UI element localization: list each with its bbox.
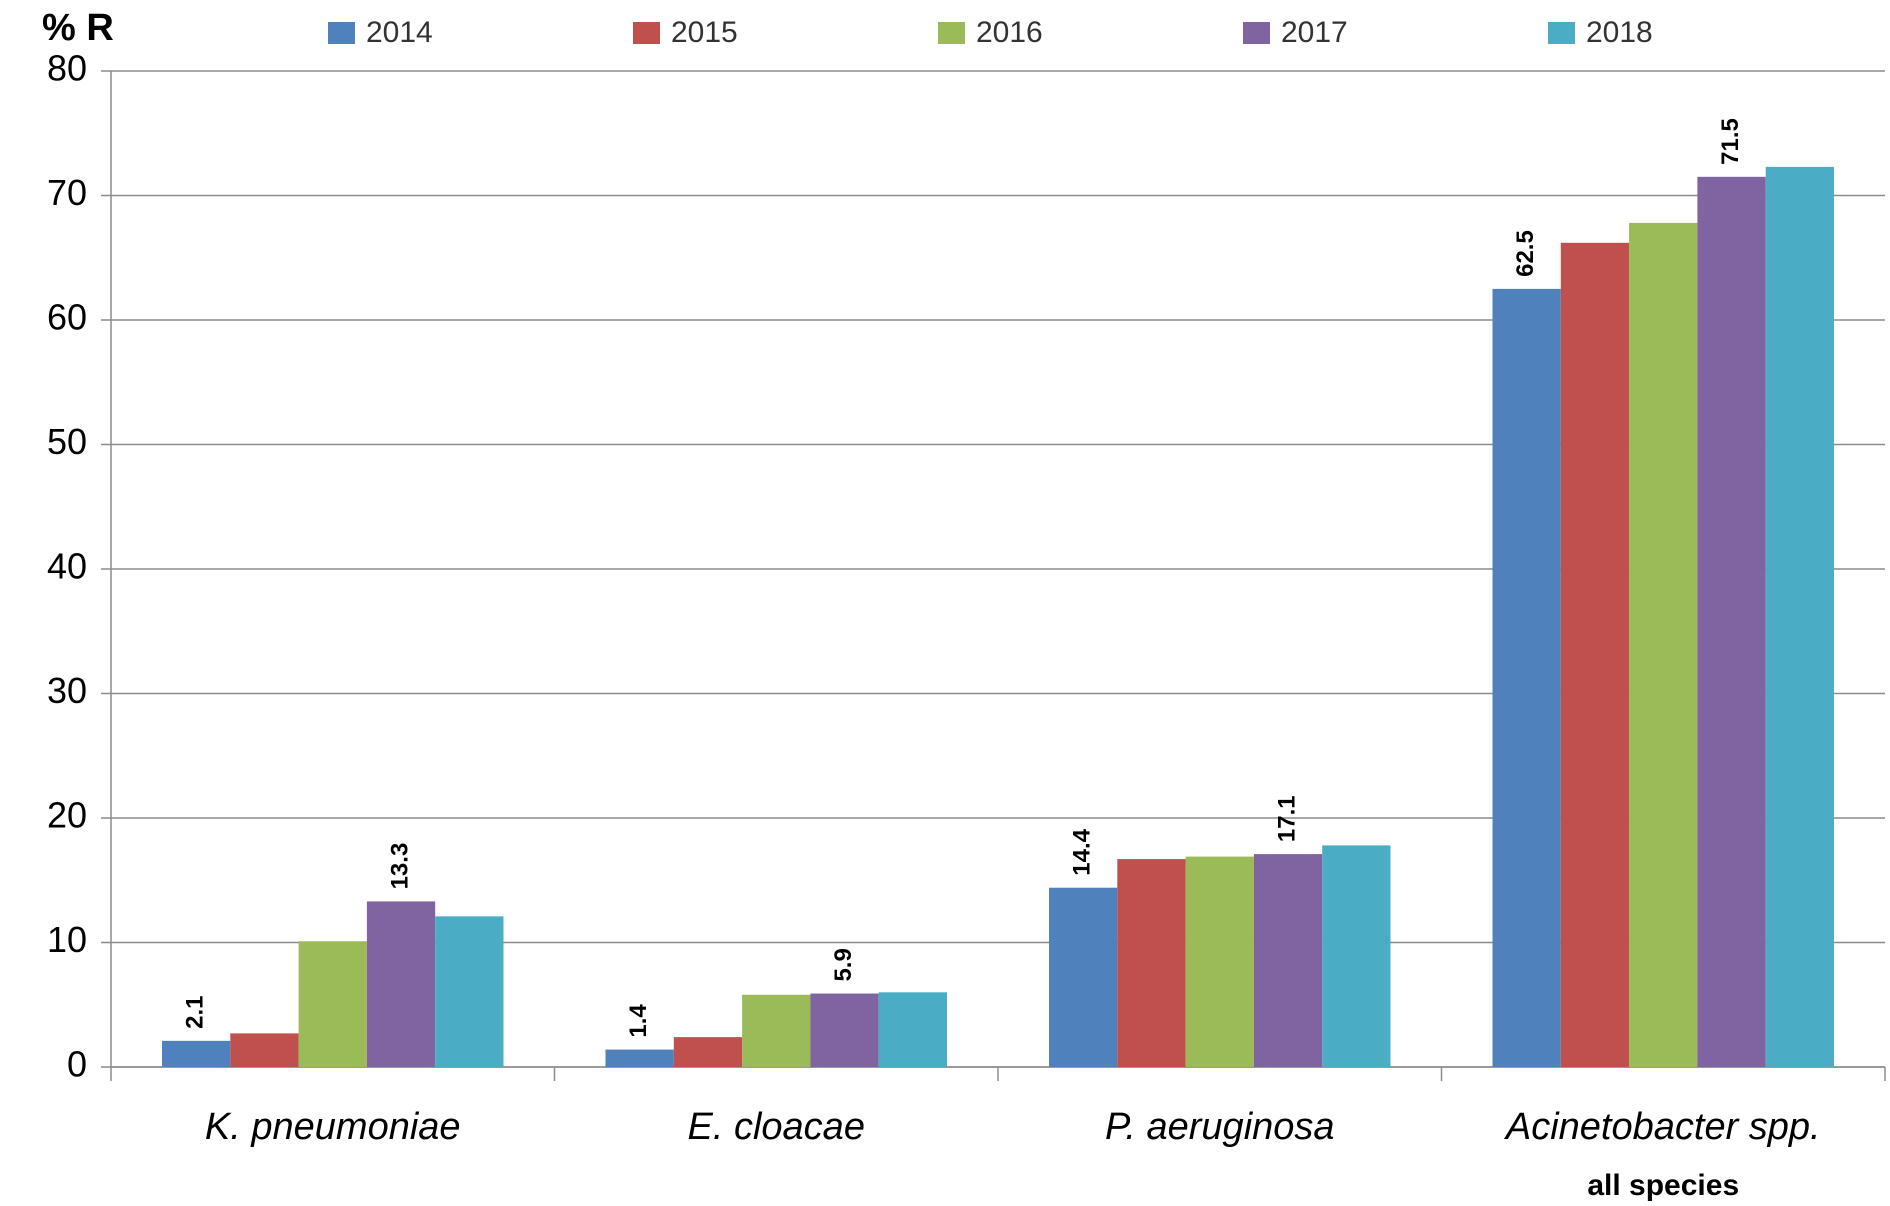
legend-swatch [633,22,660,44]
legend-swatch [1243,22,1270,44]
bar [1560,242,1630,1067]
bar [810,993,879,1067]
data-label: 2.1 [181,995,208,1028]
x-tick-label: Acinetobacter spp. [1504,1106,1821,1148]
y-tick-label: 10 [47,919,87,960]
bar [435,916,504,1067]
legend-label: 2018 [1586,16,1653,49]
y-axis-label: % R [42,7,114,49]
legend-label: 2015 [671,16,738,49]
y-tick-label: 50 [47,421,87,462]
legend-swatch [328,22,355,44]
bar [1697,176,1766,1067]
y-tick-label: 0 [67,1044,87,1085]
y-tick-label: 80 [47,48,87,89]
bar [1322,845,1391,1067]
data-label: 14.4 [1068,828,1095,875]
legend-label: 2016 [976,16,1043,49]
bar [1765,166,1834,1068]
bar [673,1037,743,1067]
bar [298,941,367,1067]
bar [1629,222,1698,1067]
bar [230,1033,299,1067]
data-label: 13.3 [386,843,413,890]
legend-label: 2017 [1281,16,1348,49]
y-tick-label: 70 [47,172,87,213]
bar [162,1040,231,1067]
legend-swatch [938,22,965,44]
x-tick-label: K. pneumoniae [205,1106,461,1148]
legend-label: 2014 [366,16,433,49]
bar [605,1049,674,1067]
bar [1253,854,1323,1067]
y-tick-label: 40 [47,546,87,587]
legend-swatch [1548,22,1575,44]
y-tick-label: 30 [47,670,87,711]
x-tick-label: P. aeruginosa [1105,1106,1335,1148]
bar [1049,887,1118,1067]
data-label: 17.1 [1273,795,1300,842]
bar [1185,856,1254,1067]
data-label: 71.5 [1717,118,1744,165]
x-tick-sublabel: all species [1587,1169,1739,1202]
bar [878,992,947,1067]
x-tick-label: E. cloacae [688,1106,865,1148]
data-label: 62.5 [1512,230,1539,277]
data-label: 5.9 [830,948,857,981]
y-tick-label: 60 [47,297,87,338]
bar [1492,288,1561,1067]
bar [742,994,811,1067]
y-tick-label: 20 [47,795,87,836]
data-label: 1.4 [625,1004,652,1038]
bar [366,901,436,1067]
bar [1117,859,1186,1067]
